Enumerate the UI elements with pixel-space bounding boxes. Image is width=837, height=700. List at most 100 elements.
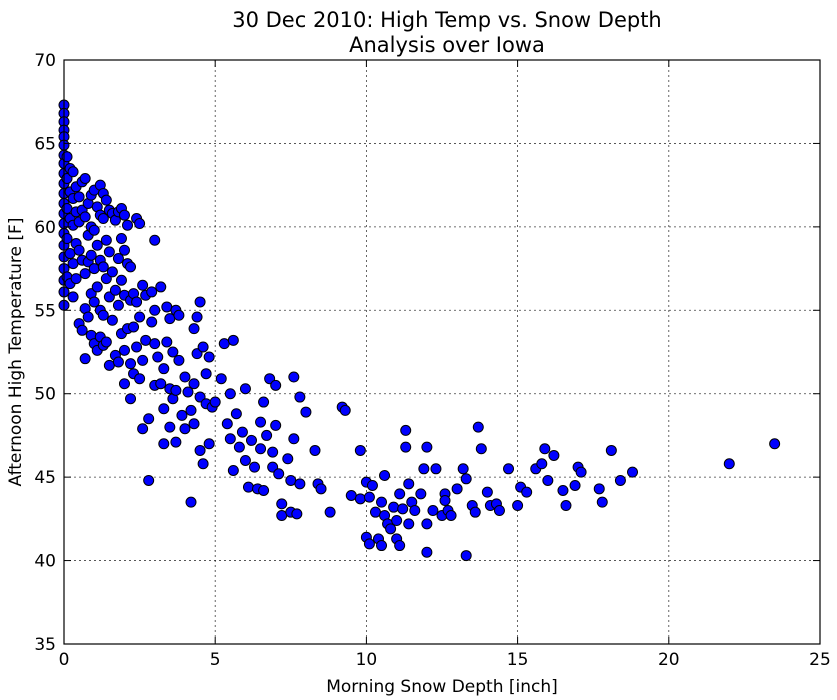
x-tick-label: 5 xyxy=(210,650,221,670)
data-point xyxy=(288,433,300,445)
data-point xyxy=(70,273,82,285)
chart-subtitle: Analysis over Iowa xyxy=(349,33,545,57)
data-point xyxy=(118,344,130,356)
data-point xyxy=(397,503,409,515)
data-point xyxy=(255,443,267,455)
data-point xyxy=(239,383,251,395)
data-point xyxy=(125,393,137,405)
data-point xyxy=(103,359,115,371)
plot-frame xyxy=(63,59,821,645)
data-point xyxy=(400,441,412,453)
data-point xyxy=(345,489,357,501)
y-tick-label: 40 xyxy=(34,552,56,572)
data-point xyxy=(627,466,639,478)
data-point xyxy=(122,219,134,231)
data-point xyxy=(309,444,321,456)
y-tick-label: 65 xyxy=(34,134,56,154)
data-point xyxy=(439,495,451,507)
x-tick-label: 10 xyxy=(356,650,378,670)
y-tick-label: 50 xyxy=(34,385,56,405)
data-point xyxy=(421,546,433,558)
data-point xyxy=(115,274,127,286)
data-point xyxy=(152,351,164,363)
data-point xyxy=(258,396,270,408)
data-point xyxy=(315,483,327,495)
y-tick-label: 60 xyxy=(34,218,56,238)
data-point xyxy=(227,334,239,346)
data-point xyxy=(255,416,267,428)
data-point xyxy=(134,218,146,230)
data-point xyxy=(376,540,388,552)
data-point xyxy=(291,508,303,520)
data-point xyxy=(155,281,167,293)
data-point xyxy=(400,424,412,436)
y-tick-label: 70 xyxy=(34,51,56,71)
ticks-layer: 0 5 10 15 20 25 35 40 45 50 55 60 65 70 xyxy=(34,51,830,670)
data-point xyxy=(421,518,433,530)
data-point xyxy=(76,324,88,336)
data-point xyxy=(106,314,118,326)
data-point xyxy=(143,474,155,486)
data-point xyxy=(112,356,124,368)
data-point xyxy=(363,538,375,550)
data-point xyxy=(593,483,605,495)
data-point xyxy=(512,500,524,512)
data-point xyxy=(270,379,282,391)
data-point xyxy=(100,194,112,206)
data-point xyxy=(134,311,146,323)
data-point xyxy=(560,500,572,512)
data-point xyxy=(188,378,200,390)
data-point xyxy=(596,496,608,508)
data-point xyxy=(723,458,735,470)
data-point xyxy=(200,368,212,380)
data-point xyxy=(131,296,143,308)
data-point xyxy=(100,336,112,348)
data-point xyxy=(137,354,149,366)
data-point xyxy=(194,444,206,456)
data-point xyxy=(125,358,137,370)
data-point xyxy=(249,461,261,473)
y-tick-label: 45 xyxy=(34,468,56,488)
data-point xyxy=(472,421,484,433)
data-point xyxy=(230,408,242,420)
data-point xyxy=(224,388,236,400)
data-point xyxy=(557,484,569,496)
data-point xyxy=(276,510,288,522)
data-point xyxy=(97,309,109,321)
data-point xyxy=(149,234,161,246)
x-axis-label: Morning Snow Depth [inch] xyxy=(326,677,558,697)
data-point xyxy=(270,419,282,431)
data-point xyxy=(191,311,203,323)
data-point xyxy=(91,281,103,293)
data-point xyxy=(155,378,167,390)
data-point xyxy=(394,488,406,500)
data-point xyxy=(73,191,85,203)
data-point xyxy=(276,498,288,510)
data-point xyxy=(82,311,94,323)
data-point xyxy=(182,386,194,398)
data-point xyxy=(188,323,200,335)
data-point xyxy=(569,479,581,491)
data-point xyxy=(288,371,300,383)
data-point xyxy=(79,211,91,223)
data-point xyxy=(294,478,306,490)
data-point xyxy=(239,454,251,466)
data-point xyxy=(197,341,209,353)
data-point xyxy=(161,336,173,348)
data-point xyxy=(575,466,587,478)
data-point xyxy=(118,209,130,221)
data-point xyxy=(67,291,79,303)
data-point xyxy=(282,453,294,465)
data-point xyxy=(149,338,161,350)
data-point xyxy=(118,244,130,256)
data-point xyxy=(158,438,170,450)
data-point xyxy=(451,483,463,495)
data-point xyxy=(118,378,130,390)
data-point xyxy=(403,518,415,530)
data-point xyxy=(469,506,481,518)
data-point xyxy=(430,463,442,475)
data-point xyxy=(158,363,170,375)
data-point xyxy=(134,373,146,385)
data-point xyxy=(261,429,273,441)
data-point xyxy=(536,458,548,470)
